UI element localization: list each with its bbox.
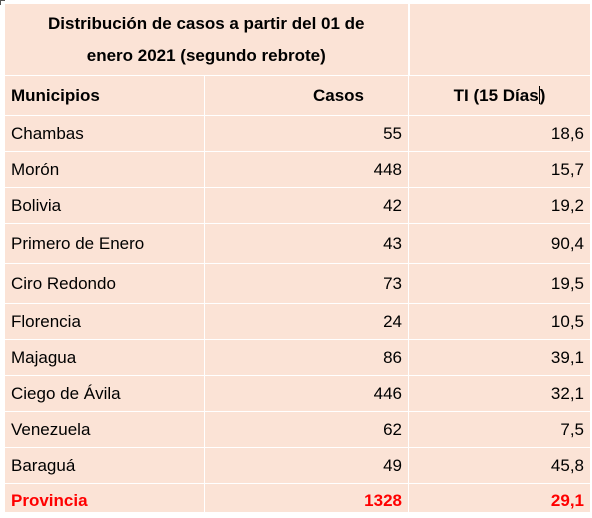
ti-cell: 18,6 bbox=[408, 115, 591, 152]
empty-title-cell bbox=[407, 3, 591, 76]
municipio-cell: Ciego de Ávila bbox=[4, 375, 205, 412]
selection-corner-marker bbox=[0, 0, 5, 5]
table-title-line-2: enero 2021 (segundo rebrote) bbox=[86, 45, 326, 65]
ti-cell: 90,4 bbox=[408, 223, 591, 264]
table-row: Chambas 55 18,6 bbox=[4, 115, 591, 152]
casos-cell: 55 bbox=[204, 115, 409, 152]
ti-cell: 15,7 bbox=[408, 151, 591, 188]
municipio-cell: Bolivia bbox=[4, 187, 205, 224]
total-row: Provincia 1328 29,1 bbox=[4, 483, 591, 518]
table-title: Distribución de casos a partir del 01 de… bbox=[4, 3, 409, 76]
municipio-cell: Chambas bbox=[4, 115, 205, 152]
table-row: Majagua 86 39,1 bbox=[4, 339, 591, 376]
ti-cell: 39,1 bbox=[408, 339, 591, 376]
table-row: Venezuela 62 7,5 bbox=[4, 411, 591, 448]
municipio-cell: Majagua bbox=[4, 339, 205, 376]
total-casos: 1328 bbox=[204, 483, 409, 518]
ti-cell: 19,5 bbox=[408, 263, 591, 304]
header-municipios: Municipios bbox=[4, 75, 205, 116]
header-ti: TI (15 Días) bbox=[408, 75, 591, 116]
text-cursor bbox=[538, 85, 540, 104]
municipio-cell: Ciro Redondo bbox=[4, 263, 205, 304]
table-row: Florencia 24 10,5 bbox=[4, 303, 591, 340]
casos-cell: 73 bbox=[204, 263, 409, 304]
casos-cell: 448 bbox=[204, 151, 409, 188]
total-ti: 29,1 bbox=[408, 483, 591, 518]
table-row: Bolivia 42 19,2 bbox=[4, 187, 591, 224]
table-row: Primero de Enero 43 90,4 bbox=[4, 223, 591, 264]
municipio-cell: Morón bbox=[4, 151, 205, 188]
casos-cell: 62 bbox=[204, 411, 409, 448]
casos-cell: 86 bbox=[204, 339, 409, 376]
municipio-cell: Venezuela bbox=[4, 411, 205, 448]
casos-cell: 24 bbox=[204, 303, 409, 340]
ti-cell: 10,5 bbox=[408, 303, 591, 340]
header-ti-label: TI (15 Días) bbox=[453, 85, 546, 105]
ti-cell: 7,5 bbox=[408, 411, 591, 448]
table-title-line-1: Distribución de casos a partir del 01 de bbox=[48, 13, 365, 33]
table-row: Baraguá 49 45,8 bbox=[4, 447, 591, 484]
table-row: Ciego de Ávila 446 32,1 bbox=[4, 375, 591, 412]
header-casos: Casos bbox=[204, 75, 409, 116]
ti-cell: 45,8 bbox=[408, 447, 591, 484]
municipio-cell: Primero de Enero bbox=[4, 223, 205, 264]
municipio-cell: Florencia bbox=[4, 303, 205, 340]
title-row: Distribución de casos a partir del 01 de… bbox=[4, 3, 591, 76]
table-row: Morón 448 15,7 bbox=[4, 151, 591, 188]
casos-cell: 49 bbox=[204, 447, 409, 484]
casos-cell: 446 bbox=[204, 375, 409, 412]
cases-table: Distribución de casos a partir del 01 de… bbox=[4, 3, 591, 518]
casos-cell: 43 bbox=[204, 223, 409, 264]
municipio-cell: Baraguá bbox=[4, 447, 205, 484]
ti-cell: 32,1 bbox=[408, 375, 591, 412]
ti-cell: 19,2 bbox=[408, 187, 591, 224]
header-row: Municipios Casos TI (15 Días) bbox=[4, 75, 591, 116]
table-row: Ciro Redondo 73 19,5 bbox=[4, 263, 591, 304]
casos-cell: 42 bbox=[204, 187, 409, 224]
total-label: Provincia bbox=[4, 483, 205, 518]
